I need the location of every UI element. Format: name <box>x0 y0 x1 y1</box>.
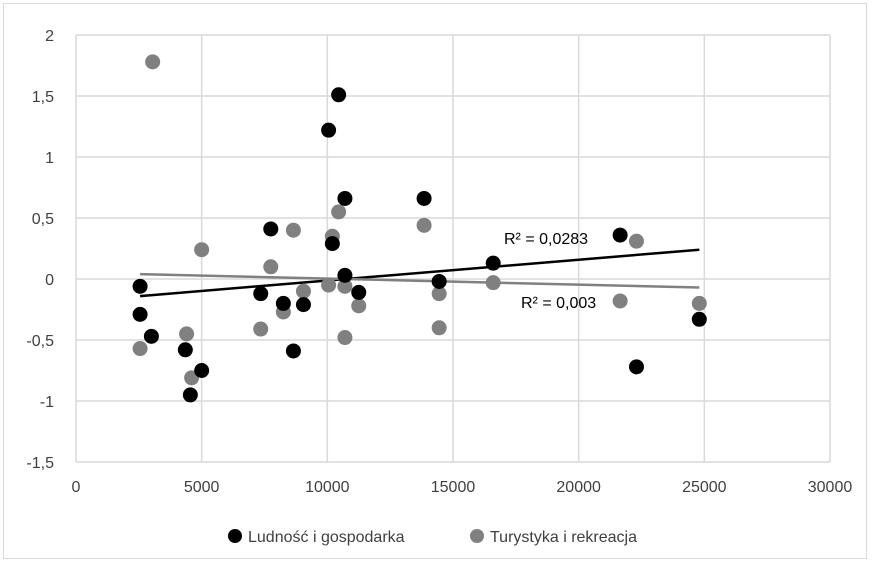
y-tick-label: -0,5 <box>26 333 54 350</box>
data-point-series-1 <box>132 341 148 357</box>
data-point-series-1 <box>628 233 644 249</box>
x-tick-label: 20000 <box>556 479 601 496</box>
legend-label-ludnosc: Ludność i gospodarka <box>248 529 405 546</box>
data-point-series-0 <box>132 306 148 322</box>
data-point-series-0 <box>321 122 337 138</box>
x-tick-label: 15000 <box>431 479 476 496</box>
data-point-series-1 <box>431 320 447 336</box>
data-point-series-1 <box>416 217 432 233</box>
data-point-series-0 <box>691 311 707 327</box>
data-point-series-0 <box>285 343 301 359</box>
x-axis-ticks: 0 5000 10000 15000 20000 25000 30000 <box>72 479 853 496</box>
data-point-series-0 <box>132 278 148 294</box>
data-point-series-1 <box>295 283 311 299</box>
legend-marker-turystyka <box>470 529 484 543</box>
r2-label-turystyka: R² = 0,003 <box>521 295 596 312</box>
x-tick-label: 30000 <box>808 479 853 496</box>
data-point-series-0 <box>194 363 210 378</box>
y-tick-label: -1,5 <box>26 455 54 472</box>
gridlines <box>75 34 831 463</box>
data-point-series-0 <box>324 236 340 252</box>
trendline-series-0 <box>139 248 700 298</box>
data-point-series-1 <box>431 286 447 302</box>
data-point-series-0 <box>337 267 353 283</box>
y-tick-label: -1 <box>40 394 54 411</box>
data-point-series-0 <box>331 87 347 103</box>
legend-label-turystyka: Turystyka i rekreacja <box>490 529 637 546</box>
data-point-series-1 <box>263 259 279 275</box>
y-tick-label: 1 <box>45 150 54 167</box>
y-tick-label: 2 <box>45 28 54 45</box>
data-point-series-0 <box>612 227 628 243</box>
x-tick-label: 25000 <box>682 479 727 496</box>
data-point-series-1 <box>179 326 195 342</box>
data-point-series-0 <box>177 342 193 358</box>
data-point-series-1 <box>612 293 628 309</box>
y-tick-label: 0 <box>45 272 54 289</box>
y-tick-label: 0,5 <box>32 211 54 228</box>
data-point-series-0 <box>263 221 279 237</box>
data-point-series-1 <box>337 330 353 346</box>
data-point-series-1 <box>285 222 301 238</box>
data-point-series-0 <box>431 273 447 289</box>
data-point-series-1 <box>194 242 210 258</box>
legend: Ludność i gospodarka Turystyka i rekreac… <box>228 529 637 546</box>
data-point-series-1 <box>145 54 161 70</box>
data-point-series-0 <box>416 190 432 206</box>
data-point-series-0 <box>485 255 501 271</box>
data-point-series-0 <box>295 297 311 313</box>
r2-label-ludnosc: R² = 0,0283 <box>504 231 588 248</box>
data-point-series-1 <box>691 295 707 311</box>
data-point-series-0 <box>182 387 198 403</box>
y-tick-label: 1,5 <box>32 89 54 106</box>
data-point-series-1 <box>337 278 353 294</box>
data-point-series-0 <box>628 359 644 375</box>
y-axis-ticks: 2 1,5 1 0,5 0 -0,5 -1 -1,5 <box>26 28 54 472</box>
data-point-series-0 <box>351 284 367 300</box>
data-point-series-1 <box>253 321 269 337</box>
trendlines <box>139 248 700 298</box>
x-tick-label: 0 <box>72 479 81 496</box>
data-point-series-0 <box>253 286 269 302</box>
trendline-series-1 <box>140 272 700 289</box>
data-point-series-0 <box>337 190 353 206</box>
data-points <box>132 54 707 403</box>
data-point-series-1 <box>485 275 501 291</box>
x-tick-label: 10000 <box>305 479 350 496</box>
data-point-series-0 <box>143 328 159 344</box>
data-point-series-1 <box>351 298 367 314</box>
legend-marker-ludnosc <box>228 529 242 543</box>
data-point-series-0 <box>275 295 291 311</box>
x-tick-label: 5000 <box>184 479 220 496</box>
r-squared-annotations: R² = 0,0283 R² = 0,003 <box>504 231 596 312</box>
data-point-series-1 <box>321 277 337 293</box>
data-point-series-1 <box>331 204 347 220</box>
